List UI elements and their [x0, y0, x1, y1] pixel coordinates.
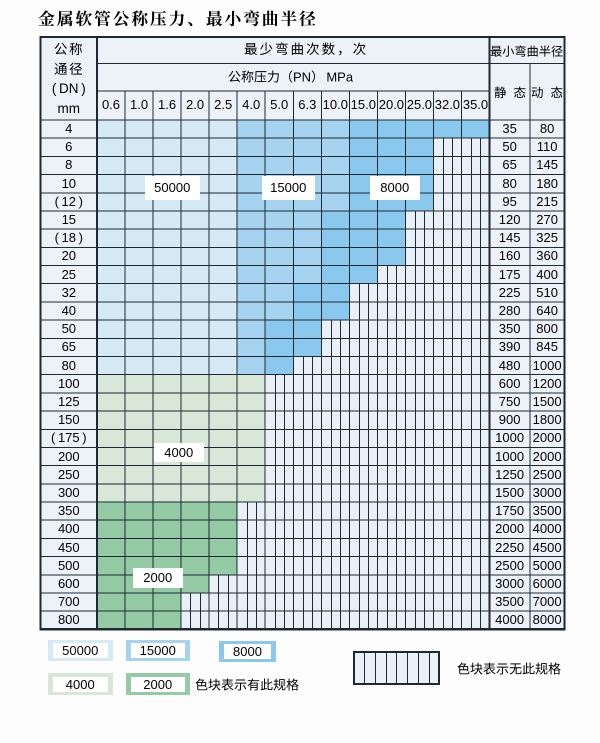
svg-text:MPa: MPa: [327, 70, 354, 83]
svg-text:PN: PN: [293, 70, 311, 83]
